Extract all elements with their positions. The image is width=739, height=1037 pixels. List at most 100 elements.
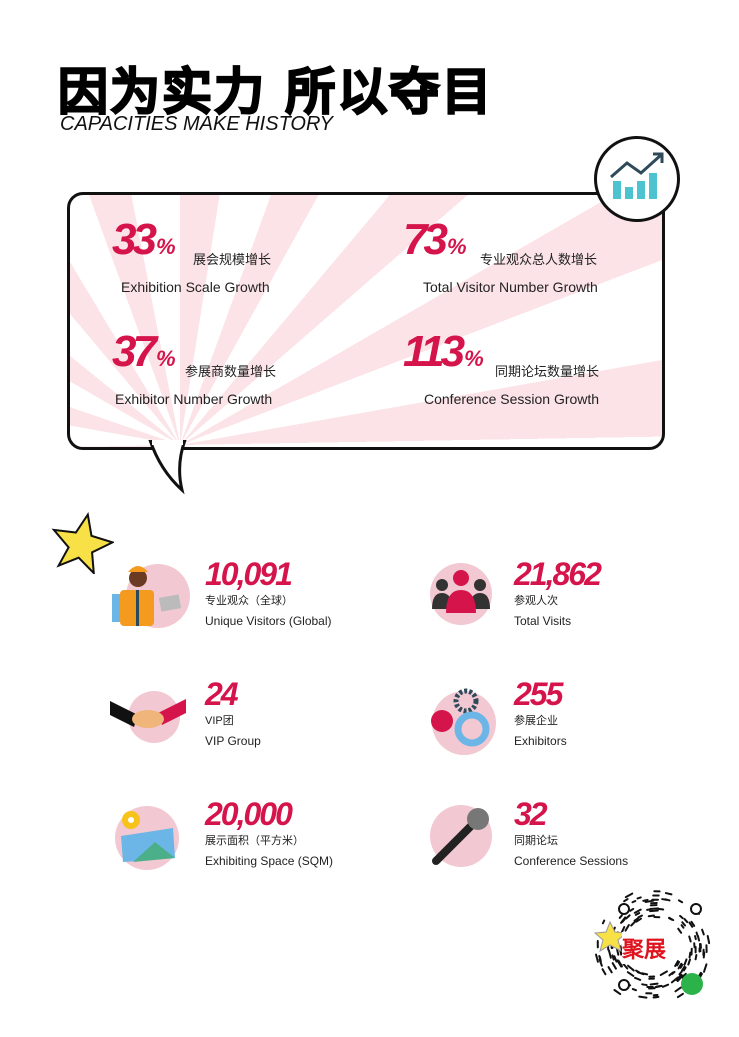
qr-mark [620, 926, 626, 934]
qr-mark [688, 935, 692, 943]
qr-mark [623, 898, 629, 903]
qr-mark [611, 954, 615, 961]
qr-mark [625, 914, 631, 920]
qr-mark [694, 935, 697, 941]
qr-mark [682, 966, 687, 972]
qr-mark [657, 907, 665, 911]
stat-label-cn: 参观人次 [514, 595, 558, 608]
growth-label-en: Exhibitor Number Growth [115, 391, 273, 407]
growth-value: 33% [112, 215, 176, 264]
qr-mark [630, 920, 636, 927]
people-icon [430, 563, 492, 625]
stat-value: 20,000 [205, 796, 293, 832]
mini-program-qr-code[interactable]: 聚展 [588, 882, 718, 1012]
qr-mark [678, 970, 683, 976]
qr-mark [634, 912, 641, 916]
qr-mark [676, 992, 685, 999]
stat-item: 10,091 专业观众（全球） Unique Visitors (Global) [205, 556, 332, 629]
qr-mark [701, 928, 705, 936]
qr-mark [676, 974, 684, 983]
growth-label-en: Total Visitor Number Growth [423, 279, 598, 295]
stat-value: 24 [205, 676, 239, 712]
stat-label-en: Exhibitors [514, 734, 567, 749]
qr-mark [702, 951, 706, 959]
qr-mark [618, 914, 623, 919]
qr-mark [640, 972, 649, 976]
growth-value: 73% [403, 215, 467, 264]
qr-mark [668, 971, 675, 977]
qr-mark [607, 966, 613, 974]
stat-item: 32 同期论坛 Conference Sessions [514, 796, 629, 869]
qr-mark [655, 985, 661, 988]
stat-label-cn: VIP团 [205, 715, 234, 728]
qr-mark [624, 892, 634, 899]
qr-mark [661, 898, 668, 901]
stat-value: 21,862 [514, 556, 602, 592]
growth-label-en: Conference Session Growth [424, 391, 600, 407]
stat-label-cn: 同期论坛 [514, 835, 558, 848]
qr-mark [649, 982, 659, 986]
qr-mark [636, 896, 642, 900]
map-pin-icon [115, 806, 179, 870]
qr-mark [608, 949, 612, 959]
stat-item: 20,000 展示面积（平方米） Exhibiting Space (SQM) [205, 796, 334, 869]
qr-mark [649, 909, 659, 913]
qr-mark [688, 921, 694, 928]
speech-tail [148, 440, 187, 495]
qr-mark [664, 892, 673, 896]
stat-label-en: Unique Visitors (Global) [205, 614, 332, 629]
qr-mark [681, 921, 687, 927]
qr-mark [594, 953, 599, 963]
qr-mark [637, 914, 643, 919]
stat-label-en: VIP Group [205, 734, 261, 749]
qr-mark [706, 934, 711, 945]
qr-mark [702, 963, 708, 973]
stat-value: 255 [514, 676, 563, 712]
qr-mark [674, 960, 679, 968]
qr-mark [644, 899, 655, 903]
growth-label-cn: 参展商数量增长 [185, 364, 277, 379]
growth-label-cn: 展会规模增长 [193, 252, 272, 267]
qr-mark [687, 958, 692, 966]
qr-mark [695, 931, 699, 938]
qr-mark [631, 899, 637, 904]
qr-mark [677, 927, 683, 934]
qr-mark [633, 917, 639, 922]
microphone-icon [430, 805, 492, 867]
qr-logo-text: 聚展 [622, 932, 667, 964]
qr-mark [613, 989, 622, 996]
stat-item: 24 VIP团 VIP Group [205, 676, 261, 749]
stat-value: 32 [514, 796, 548, 832]
qr-mark [674, 986, 682, 993]
qr-mark [683, 958, 688, 966]
qr-mark [676, 960, 681, 967]
qr-mark [683, 917, 689, 924]
qr-mark [601, 919, 606, 925]
page-subtitle: CAPACITIES MAKE HISTORY [60, 113, 334, 135]
qr-mark [649, 907, 659, 910]
qr-mark [624, 924, 630, 932]
qr-mark [680, 924, 685, 929]
qr-mark [679, 963, 684, 969]
qr-mark [680, 965, 686, 972]
growth-label-en: Exhibition Scale Growth [121, 279, 270, 295]
growth-label-cn: 专业观众总人数增长 [480, 252, 598, 267]
qr-mark [642, 898, 649, 902]
stat-item: 21,862 参观人次 Total Visits [514, 556, 602, 628]
qr-mark [616, 959, 623, 968]
qr-mark [670, 976, 679, 984]
qr-mark [694, 953, 698, 961]
qr-mark [677, 899, 684, 904]
qr-mark [633, 908, 642, 914]
qr-mark [613, 955, 618, 963]
stat-label-en: Exhibiting Space (SQM) [205, 854, 334, 869]
qr-mark [679, 914, 684, 920]
qr-mark [647, 914, 655, 918]
stat-item: 255 参展企业 Exhibitors [514, 676, 567, 749]
growth-speech-box [67, 192, 665, 450]
growth-value: 37% [112, 327, 176, 376]
star-icon [51, 511, 114, 574]
qr-mark [635, 969, 641, 974]
growth-chart-icon [594, 136, 680, 222]
stat-label-en: Conference Sessions [514, 854, 629, 869]
